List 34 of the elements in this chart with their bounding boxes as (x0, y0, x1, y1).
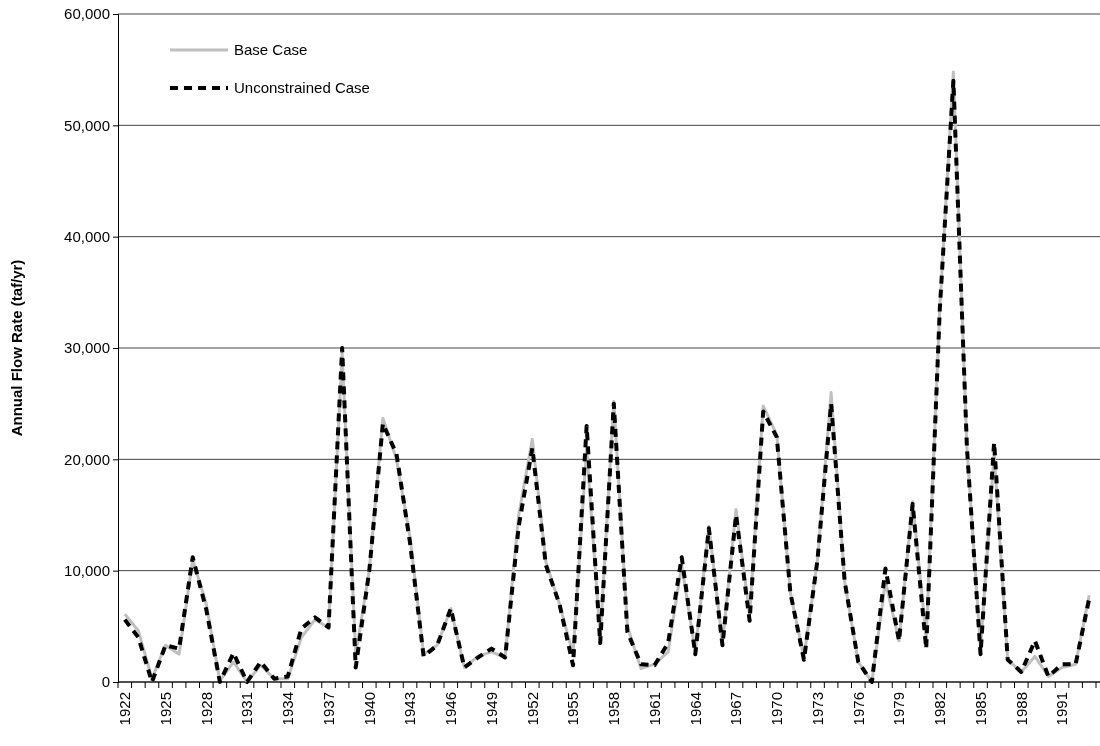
y-tick-label: 40,000 (64, 227, 110, 245)
x-tick-label: 1964 (686, 692, 704, 726)
x-tick-label: 1958 (605, 692, 623, 726)
y-tick-label: 60,000 (64, 5, 110, 23)
x-tick-label: 1961 (645, 692, 663, 726)
x-tick-label: 1985 (971, 692, 989, 726)
x-tick-label: 1922 (116, 692, 134, 726)
x-tick-label: 1979 (890, 692, 908, 726)
legend-label: Base Case (234, 41, 308, 59)
y-tick-label: 20,000 (64, 450, 110, 468)
x-tick-label: 1940 (360, 692, 378, 726)
x-tick-label: 1970 (768, 692, 786, 726)
x-tick-label: 1988 (1012, 692, 1030, 726)
x-tick-label: 1937 (319, 692, 337, 726)
x-tick-label: 1943 (401, 692, 419, 726)
x-tick-label: 1931 (238, 692, 256, 726)
y-tick-label: 10,000 (64, 561, 110, 579)
x-tick-label: 1982 (931, 692, 949, 726)
x-tick-label: 1952 (523, 692, 541, 726)
x-tick-label: 1991 (1053, 692, 1071, 726)
x-tick-label: 1934 (279, 692, 297, 726)
x-tick-label: 1928 (197, 692, 215, 726)
x-tick-label: 1967 (727, 692, 745, 726)
x-tick-label: 1976 (849, 692, 867, 726)
y-tick-label: 0 (101, 673, 110, 691)
x-tick-label: 1949 (482, 692, 500, 726)
x-tick-label: 1946 (442, 692, 460, 726)
y-axis-title: Annual Flow Rate (taf/yr) (8, 259, 25, 437)
y-tick-label: 50,000 (64, 116, 110, 134)
x-tick-label: 1925 (156, 692, 174, 726)
x-tick-label: 1973 (808, 692, 826, 726)
legend-label: Unconstrained Case (234, 79, 370, 97)
x-tick-label: 1955 (564, 692, 582, 726)
y-tick-label: 30,000 (64, 339, 110, 357)
